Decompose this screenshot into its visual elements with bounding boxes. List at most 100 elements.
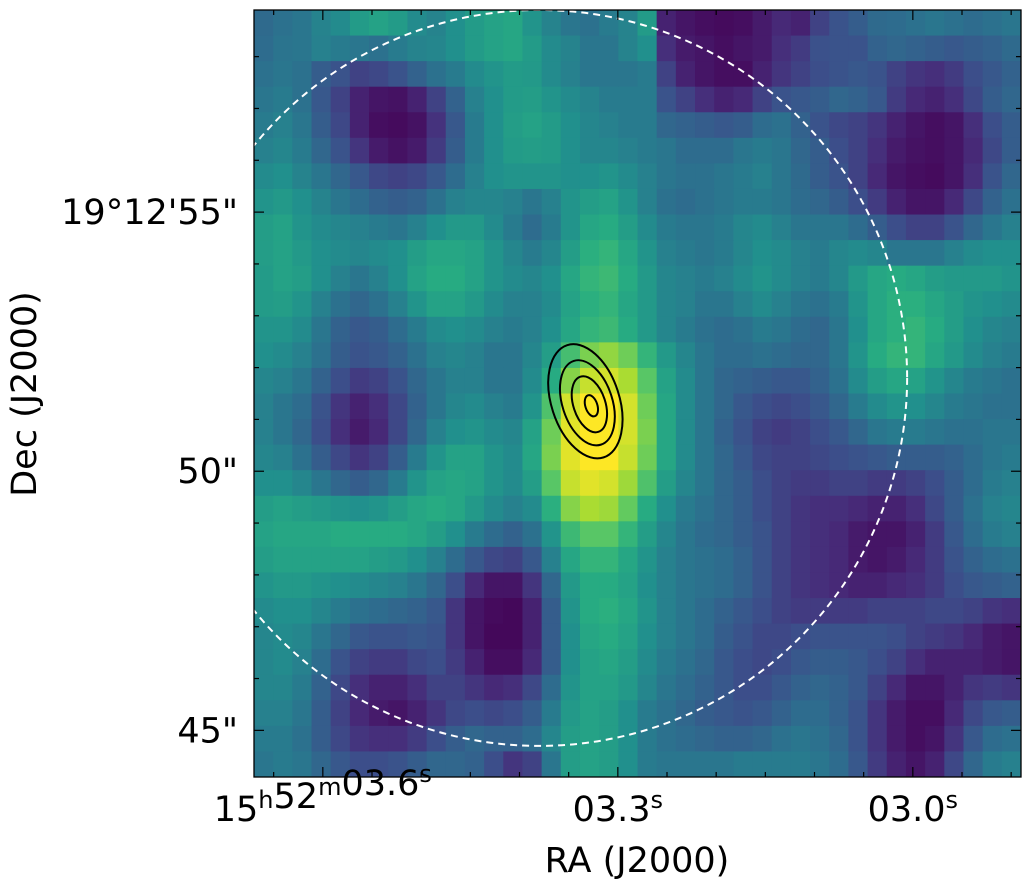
heatmap-cell <box>963 419 984 446</box>
heatmap-cell <box>369 240 389 267</box>
heatmap-cell <box>675 725 696 753</box>
heatmap-cell <box>1001 674 1021 701</box>
heatmap-cell <box>1001 214 1021 241</box>
heatmap-cell <box>330 188 351 216</box>
heatmap-cell <box>388 163 409 190</box>
heatmap-cell <box>503 598 524 625</box>
heatmap-cell <box>733 86 754 113</box>
heatmap-cell <box>311 265 332 292</box>
heatmap-cell <box>330 86 351 113</box>
heatmap-cell <box>829 240 850 267</box>
heatmap-cell <box>560 265 581 292</box>
heatmap-cell <box>982 188 1003 216</box>
heatmap-cell <box>407 598 428 625</box>
heatmap-cell <box>369 419 389 446</box>
heatmap-cell <box>829 112 850 139</box>
heatmap-cell <box>656 188 677 216</box>
heatmap-cell <box>445 316 466 343</box>
heatmap-cell <box>541 598 562 625</box>
heatmap-cell <box>829 10 850 37</box>
heatmap-cell <box>695 495 715 522</box>
heatmap-cell <box>388 700 409 727</box>
heatmap-cell <box>695 598 715 625</box>
heatmap-cell <box>848 214 869 241</box>
heatmap-cell <box>541 751 562 777</box>
heatmap-cell <box>273 546 293 574</box>
heatmap-cell <box>464 495 485 522</box>
heatmap-cell <box>349 112 370 139</box>
heatmap-cell <box>695 572 715 599</box>
heatmap-cell <box>867 265 888 292</box>
heatmap-cell <box>944 112 965 139</box>
heatmap-cell <box>982 521 1003 548</box>
heatmap-cell <box>503 725 524 753</box>
heatmap-cell <box>771 649 792 676</box>
heatmap-cell <box>599 112 619 139</box>
y-tick-label: 50" <box>177 452 238 492</box>
contour-level <box>547 343 624 460</box>
heatmap-cell <box>733 623 754 650</box>
heatmap-cell <box>273 367 293 395</box>
heatmap-cell <box>637 572 658 599</box>
heatmap-cell <box>925 112 945 139</box>
heatmap-cell <box>656 35 677 62</box>
heatmap-cell <box>273 35 293 62</box>
heatmap-cell <box>656 546 677 574</box>
heatmap-cell <box>944 444 965 471</box>
heatmap-cell <box>579 725 600 753</box>
heatmap-cell <box>311 700 332 727</box>
heatmap-cell <box>982 572 1003 599</box>
heatmap-cell <box>733 188 754 216</box>
heatmap-cell <box>963 649 984 676</box>
heatmap-cell <box>560 623 581 650</box>
x-tick-label: 15h52m03.6s <box>214 760 432 830</box>
heatmap-cell <box>982 265 1003 292</box>
heatmap-cell <box>426 163 447 190</box>
x-tick-label: 03.0s <box>868 786 958 830</box>
heatmap-cell <box>905 444 926 471</box>
heatmap-cell <box>292 35 313 62</box>
heatmap-cell <box>426 495 447 522</box>
heatmap-cell <box>810 316 830 343</box>
heatmap-cell <box>349 649 370 676</box>
heatmap-cell <box>810 649 830 676</box>
heatmap-cell <box>599 291 619 318</box>
heatmap-cell <box>752 495 773 522</box>
heatmap-cell <box>695 649 715 676</box>
heatmap-cell <box>464 367 485 395</box>
heatmap-cell <box>579 521 600 548</box>
heatmap-cell <box>675 572 696 599</box>
heatmap-cell <box>848 291 869 318</box>
heatmap-cell <box>848 572 869 599</box>
heatmap-cell <box>330 649 351 676</box>
heatmap-cell <box>714 751 734 777</box>
heatmap-cell <box>790 419 811 446</box>
heatmap-cell <box>925 86 945 113</box>
heatmap-cell <box>484 419 504 446</box>
heatmap-cell <box>982 623 1003 650</box>
heatmap-cell <box>771 572 792 599</box>
heatmap-cell <box>829 725 850 753</box>
heatmap-cell <box>273 572 293 599</box>
heatmap-cell <box>675 163 696 190</box>
heatmap-cell <box>963 240 984 267</box>
heatmap-cell <box>349 751 370 777</box>
heatmap-cell <box>925 342 945 369</box>
heatmap-cell <box>944 546 965 574</box>
heatmap-cell <box>637 751 658 777</box>
heatmap-cell <box>388 572 409 599</box>
heatmap-cell <box>829 61 850 88</box>
heatmap-cell <box>829 751 850 777</box>
heatmap-cell <box>330 546 351 574</box>
heatmap-cell <box>445 214 466 241</box>
heatmap-cell <box>675 649 696 676</box>
heatmap-cell <box>330 342 351 369</box>
heatmap-cell <box>503 367 524 395</box>
heatmap-cell <box>982 137 1003 164</box>
heatmap-cell <box>810 419 830 446</box>
heatmap-cell <box>560 725 581 753</box>
heatmap-cell <box>675 10 696 37</box>
heatmap-cell <box>618 316 639 343</box>
heatmap-cell <box>426 572 447 599</box>
heatmap-cell <box>292 572 313 599</box>
